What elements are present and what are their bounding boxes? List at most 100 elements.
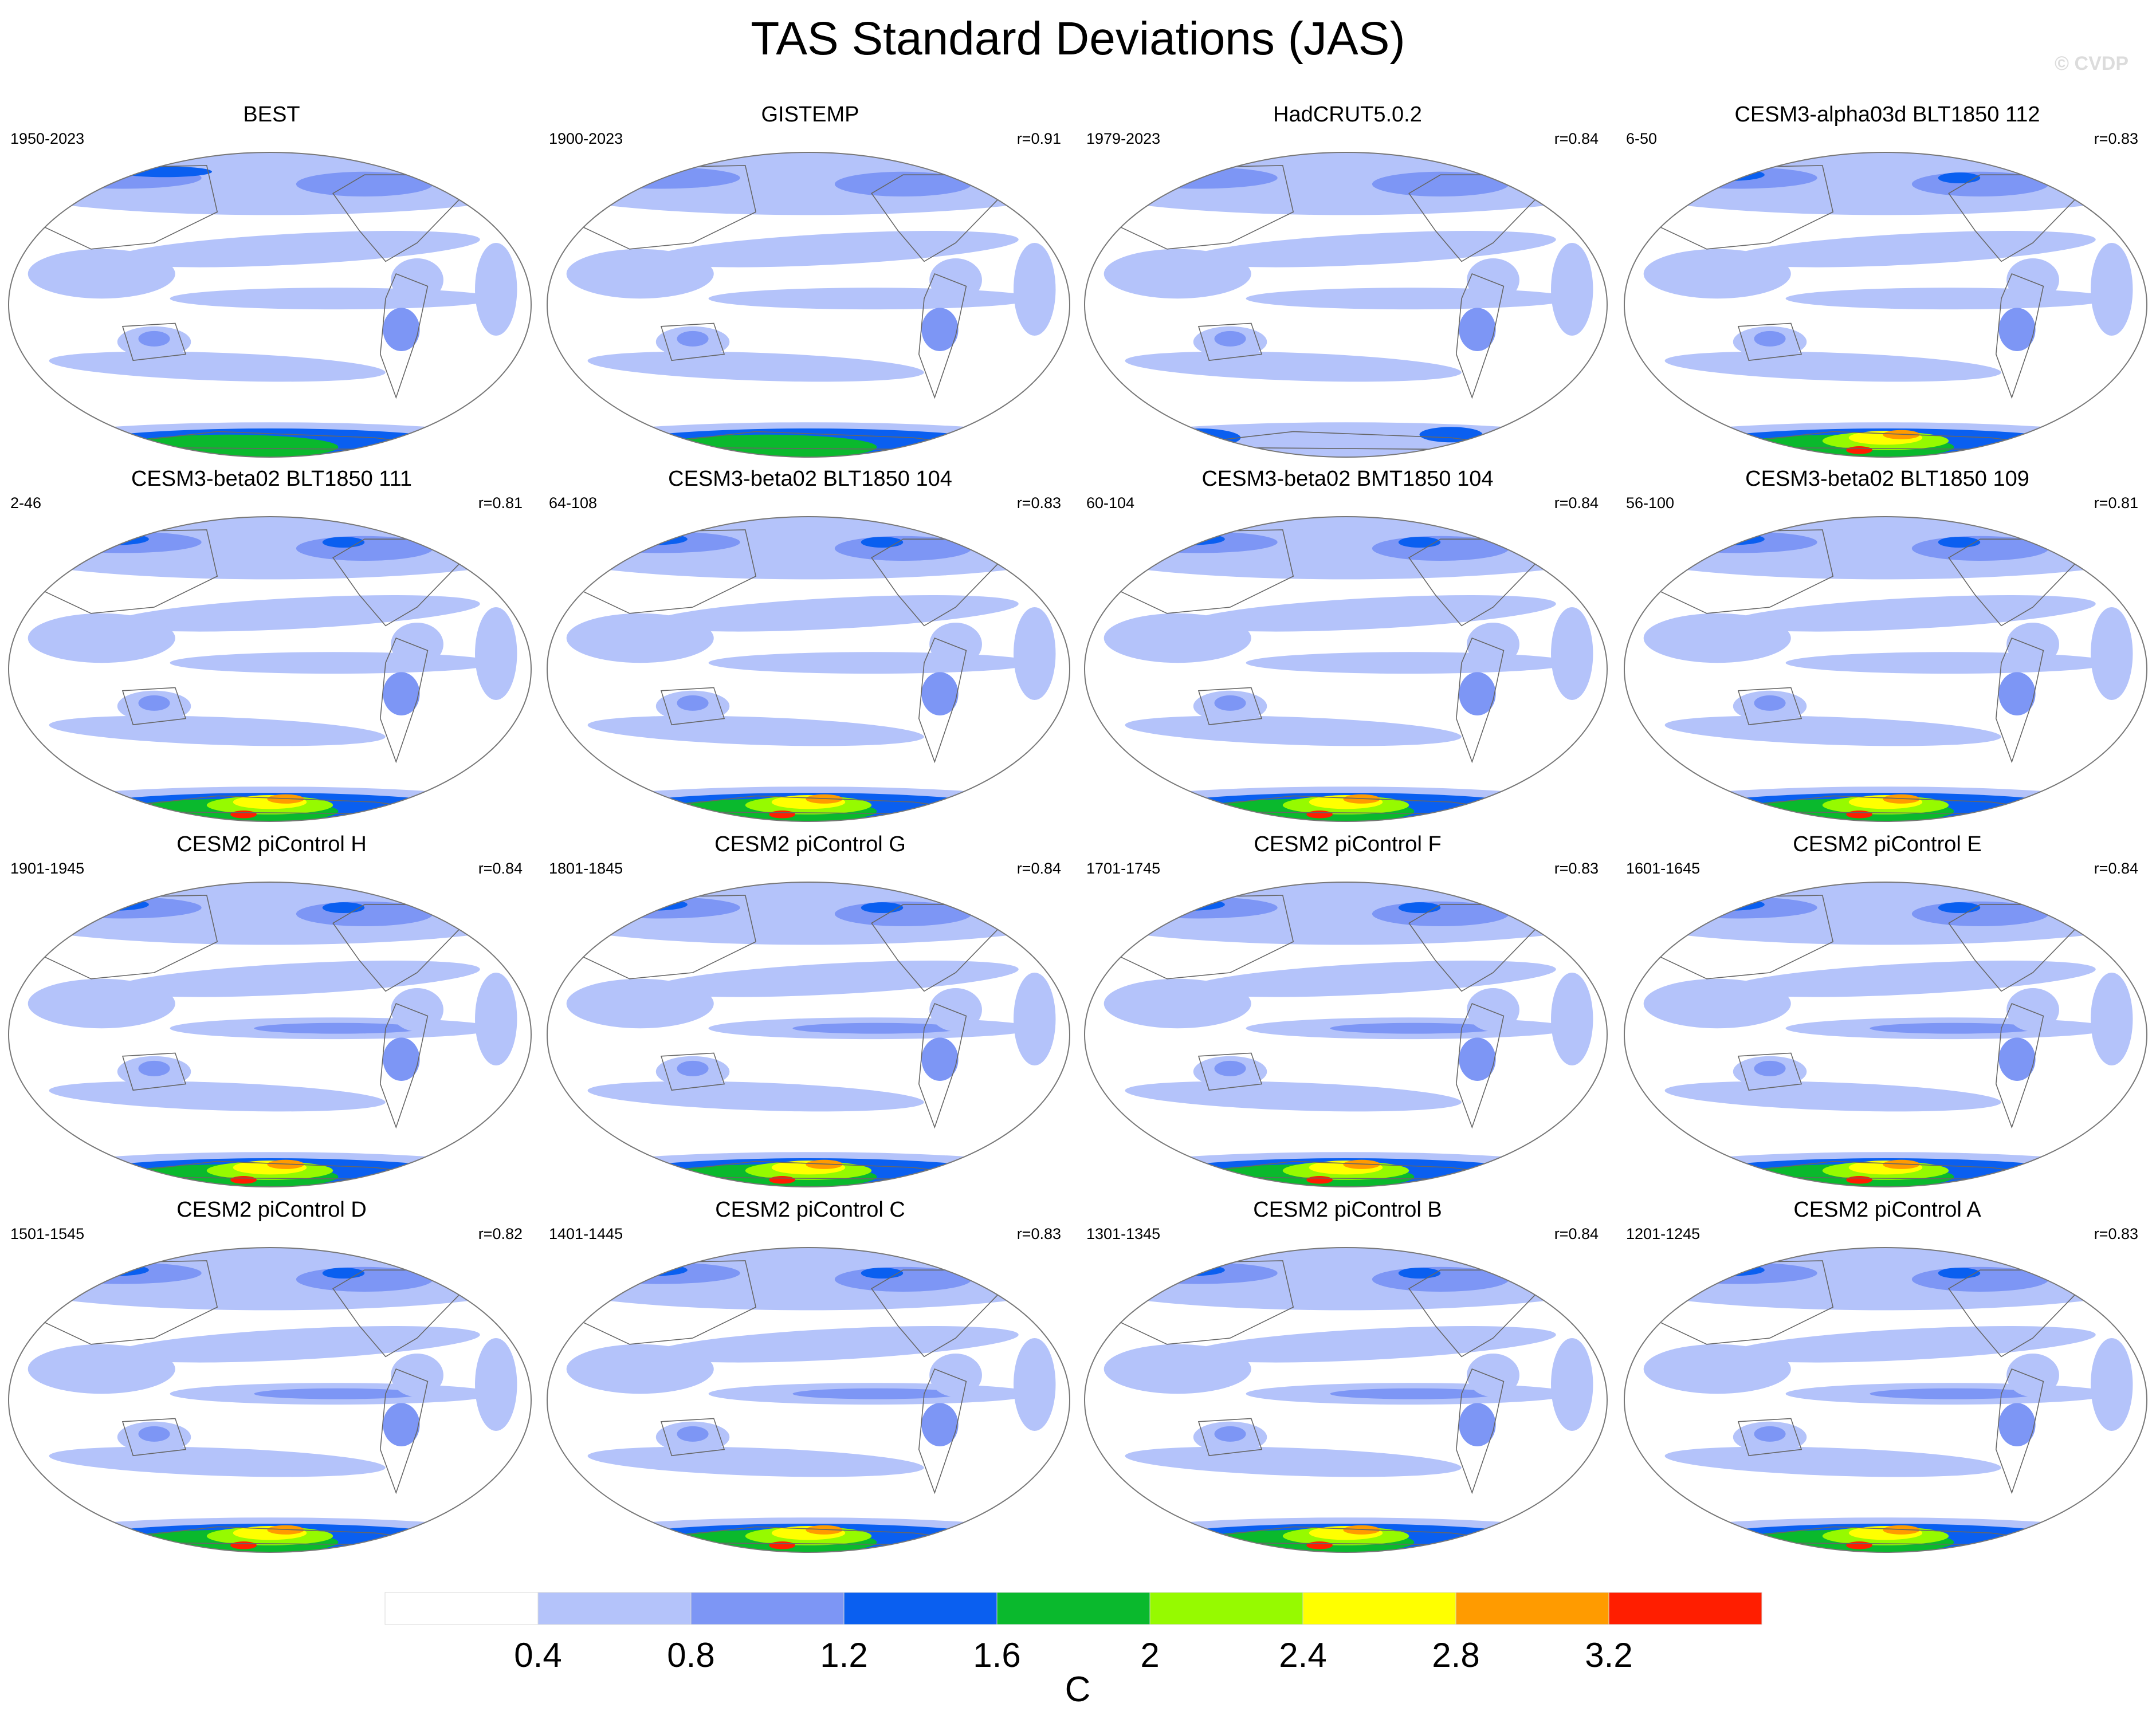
contour-fills bbox=[1624, 882, 2147, 1187]
panel-period: 1979-2023 bbox=[1086, 130, 1161, 147]
south-america-patch bbox=[921, 672, 959, 715]
south-america-patch bbox=[383, 308, 420, 351]
south-america-north bbox=[2006, 988, 2059, 1032]
australia-core bbox=[1754, 1426, 1786, 1442]
panel-title: HadCRUT5.0.2 bbox=[1273, 103, 1422, 127]
antarctica-coast bbox=[1696, 1526, 2086, 1546]
n-pacific-band bbox=[651, 1326, 1019, 1363]
panel-title: CESM2 piControl A bbox=[1793, 1198, 1981, 1222]
south-america-north bbox=[2006, 623, 2059, 666]
asia-tropics bbox=[1103, 1344, 1251, 1394]
asia-tropics bbox=[28, 1344, 175, 1394]
panel-title: CESM3-beta02 BLT1850 104 bbox=[668, 467, 952, 491]
southern-mid-band bbox=[587, 1081, 924, 1112]
panel-period: 1701-1745 bbox=[1086, 860, 1161, 877]
panel-period: 56-100 bbox=[1626, 494, 1675, 512]
south-america-coast bbox=[918, 1002, 967, 1129]
australia-coast bbox=[1197, 1418, 1263, 1457]
colorbar-units-label: C bbox=[1065, 1670, 1091, 1709]
south-america-patch bbox=[383, 1403, 420, 1446]
colorbar-segment bbox=[384, 1592, 539, 1625]
antarctica-coast bbox=[1156, 1161, 1546, 1181]
colorbar-tick-label: 3.2 bbox=[1585, 1636, 1632, 1674]
south-america-north bbox=[2006, 1354, 2059, 1397]
map-panel: CESM3-beta02 BLT1850 104 64-108 r=0.83 bbox=[542, 466, 1078, 833]
australia-coast bbox=[660, 687, 725, 726]
map-panel: CESM2 piControl D 1501-1545 r=0.82 bbox=[3, 1197, 540, 1564]
australia-coast bbox=[1737, 1052, 1802, 1091]
global-map bbox=[547, 516, 1070, 822]
asia-tropics bbox=[1643, 249, 1791, 299]
southern-mid-band bbox=[1664, 351, 2001, 382]
south-america-coast bbox=[1995, 1368, 2044, 1494]
australia-coast bbox=[121, 1418, 187, 1457]
colorbar-segment bbox=[690, 1592, 845, 1625]
map-border bbox=[1624, 1247, 2147, 1553]
nino-core bbox=[254, 1388, 423, 1399]
map-panel: HadCRUT5.0.2 1979-2023 r=0.84 bbox=[1079, 102, 1616, 469]
southern-mid-band bbox=[1125, 1081, 1462, 1112]
panel-period: 1901-1945 bbox=[10, 860, 85, 877]
panel-title: GISTEMP bbox=[761, 103, 859, 127]
south-america-coast bbox=[918, 273, 967, 399]
south-america-coast bbox=[1995, 273, 2044, 399]
n-pacific-band bbox=[1728, 231, 2096, 268]
south-america-patch bbox=[921, 308, 959, 351]
map-border bbox=[547, 152, 1070, 458]
panel-title: CESM2 piControl C bbox=[715, 1198, 905, 1222]
south-america-north bbox=[929, 988, 982, 1032]
colorbar-segment bbox=[1149, 1592, 1303, 1625]
panel-pattern-correlation: r=0.84 bbox=[1016, 860, 1061, 877]
panel-pattern-correlation: r=0.83 bbox=[1016, 1225, 1061, 1242]
map-border bbox=[8, 882, 532, 1187]
south-america-patch bbox=[1998, 1403, 2036, 1446]
panel-period: 1801-1845 bbox=[549, 860, 623, 877]
panel-pattern-correlation: r=0.81 bbox=[478, 494, 523, 512]
nino-core bbox=[254, 1022, 423, 1034]
africa-west-band bbox=[1014, 1338, 1056, 1431]
south-america-north bbox=[929, 1354, 982, 1397]
south-america-coast bbox=[1995, 1002, 2044, 1129]
south-america-north bbox=[1467, 988, 1519, 1032]
australia-core bbox=[138, 331, 170, 347]
colorbar-tick-label: 0.8 bbox=[667, 1636, 714, 1674]
australia-coast bbox=[660, 322, 725, 361]
panel-pattern-correlation: r=0.83 bbox=[1554, 860, 1599, 877]
n-pacific-band bbox=[1188, 595, 1556, 632]
south-america-patch bbox=[1459, 1403, 1496, 1446]
global-map bbox=[1084, 1247, 1608, 1553]
north-america-patch bbox=[1372, 171, 1509, 196]
n-pacific-band bbox=[1188, 961, 1556, 997]
map-panel: CESM2 piControl E 1601-1645 r=0.84 bbox=[1619, 832, 2155, 1198]
panel-pattern-correlation: r=0.84 bbox=[478, 860, 523, 877]
panel-period: 1301-1345 bbox=[1086, 1225, 1161, 1242]
panel-pattern-correlation: r=0.83 bbox=[2094, 1225, 2138, 1242]
australia-coast bbox=[1197, 1052, 1263, 1091]
nino-core bbox=[792, 1388, 961, 1399]
antarctica-coast bbox=[1696, 431, 2086, 451]
asia-tropics bbox=[28, 249, 175, 299]
australia-coast bbox=[121, 322, 187, 361]
australia-coast bbox=[660, 1418, 725, 1457]
nino-core bbox=[1870, 1022, 2039, 1034]
australia-core bbox=[677, 1060, 709, 1076]
panel-pattern-correlation: r=0.82 bbox=[478, 1225, 523, 1242]
south-america-patch bbox=[921, 1037, 959, 1081]
asia-tropics bbox=[566, 1344, 714, 1394]
panel-title: CESM3-beta02 BLT1850 109 bbox=[1745, 467, 2029, 491]
map-panel: CESM2 piControl G 1801-1845 r=0.84 bbox=[542, 832, 1078, 1198]
colorbar-tick-label: 1.6 bbox=[973, 1636, 1020, 1674]
africa-west-band bbox=[1014, 243, 1056, 336]
antarctica-coast bbox=[619, 1526, 1008, 1546]
africa-west-band bbox=[1014, 973, 1056, 1065]
asia-tropics bbox=[1643, 613, 1791, 663]
south-america-patch bbox=[1459, 1037, 1496, 1081]
nino-core bbox=[1330, 1388, 1499, 1399]
panel-period: 1501-1545 bbox=[10, 1225, 85, 1242]
panel-title: CESM3-alpha03d BLT1850 112 bbox=[1734, 103, 2040, 127]
antarctica-coast bbox=[1696, 795, 2086, 815]
global-map bbox=[547, 1247, 1070, 1553]
n-pacific-band bbox=[1188, 231, 1556, 268]
map-panel: CESM3-beta02 BLT1850 111 2-46 r=0.81 bbox=[3, 466, 540, 833]
